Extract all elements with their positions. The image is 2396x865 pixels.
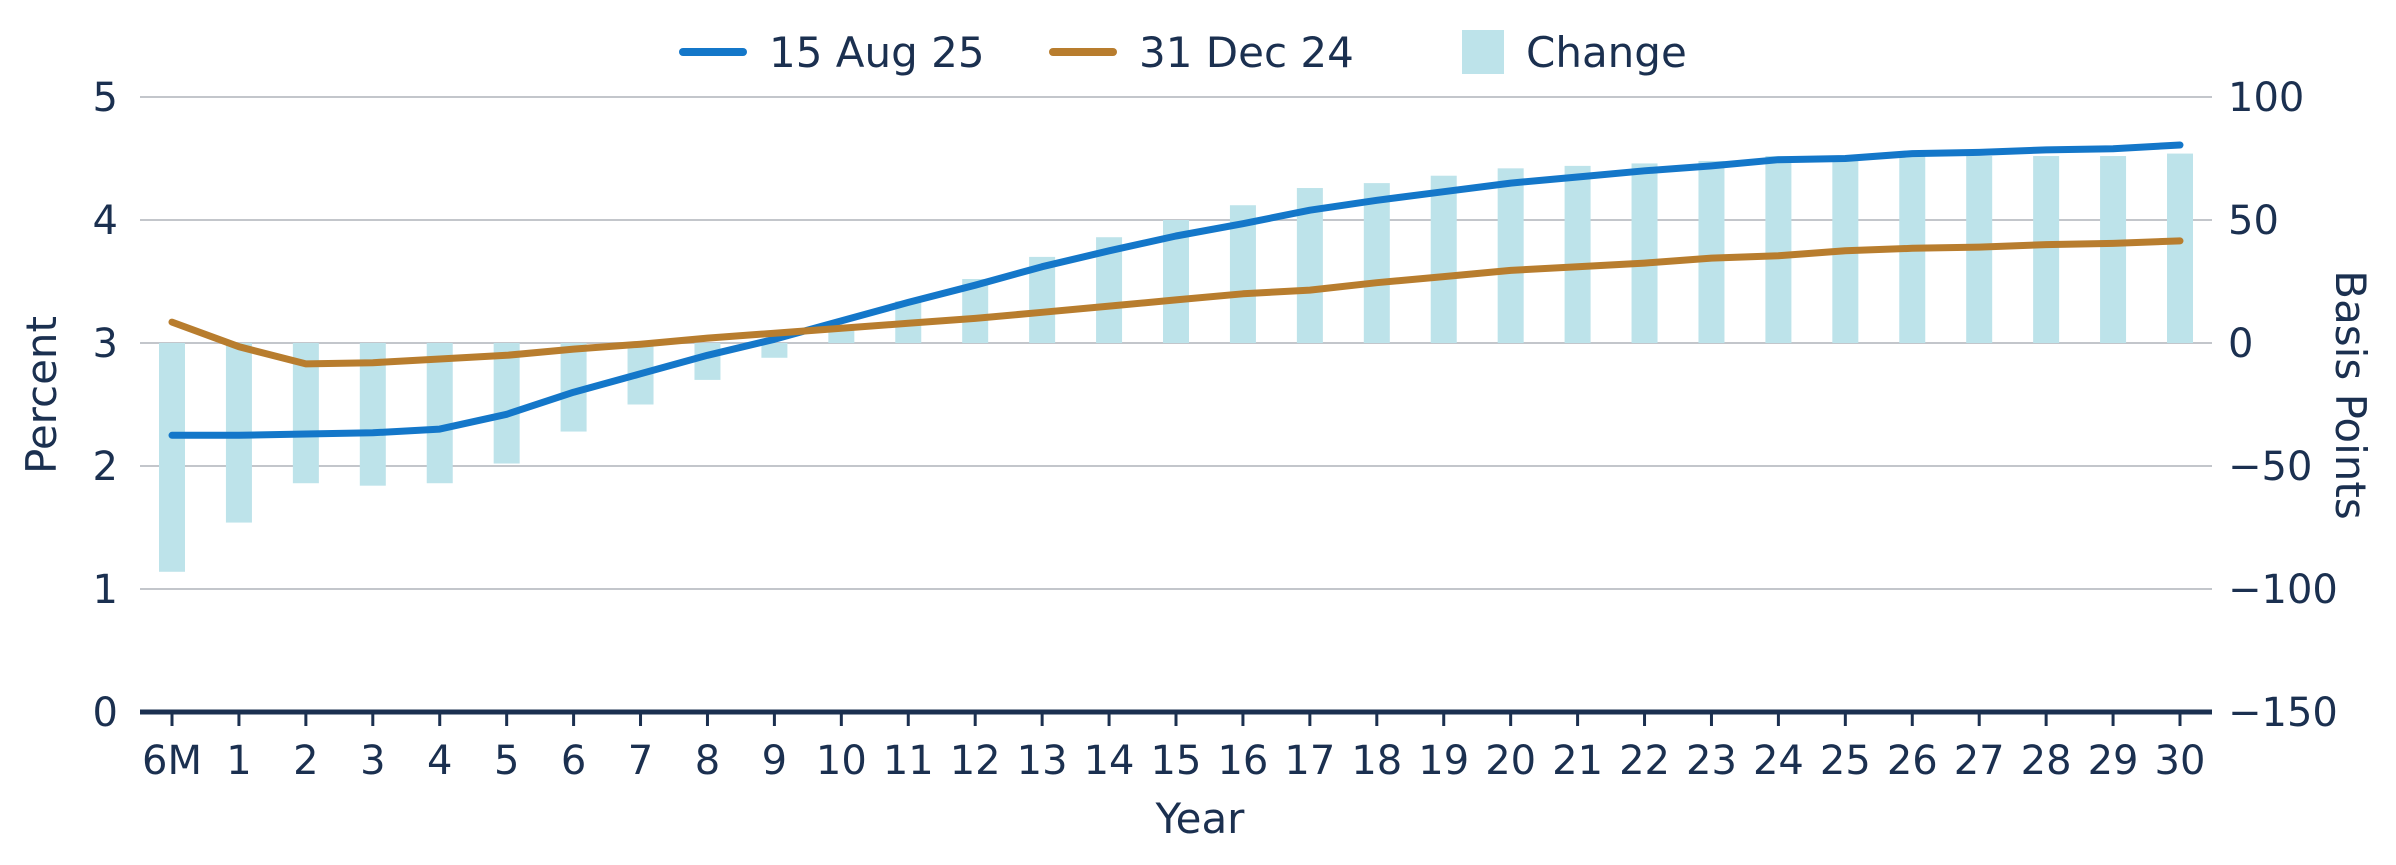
x-tick-label: 22 <box>1619 738 1670 784</box>
x-tick-label: 27 <box>1954 738 2005 784</box>
series-line <box>168 141 2184 439</box>
change-bar <box>493 343 520 464</box>
x-tick-label: 17 <box>1284 738 1335 784</box>
x-tick-label: 18 <box>1351 738 1402 784</box>
right-tick-label: −150 <box>2228 690 2338 736</box>
x-tick-label: 8 <box>695 738 720 784</box>
change-bar <box>2033 156 2060 343</box>
x-tick-label: 24 <box>1753 738 1804 784</box>
legend-label: Change <box>1526 28 1687 77</box>
x-tick-label: 16 <box>1217 738 1268 784</box>
x-tick-label: 30 <box>2155 738 2206 784</box>
change-bars <box>159 153 2193 572</box>
series-lines <box>168 141 2184 439</box>
right-axis-title: Basis Points <box>2326 270 2375 520</box>
x-tick-label: 12 <box>950 738 1001 784</box>
change-bar <box>1564 165 1591 343</box>
change-bar <box>1631 163 1658 343</box>
change-bar <box>426 343 453 484</box>
change-bar <box>359 343 386 486</box>
x-tick-label: 14 <box>1084 738 1135 784</box>
change-bar <box>1430 175 1457 343</box>
left-tick-label: 0 <box>93 690 118 736</box>
left-tick-label: 2 <box>93 444 118 490</box>
x-tick-label: 26 <box>1887 738 1938 784</box>
change-bar <box>694 343 721 380</box>
x-tick-label: 13 <box>1017 738 1068 784</box>
x-tick-label: 21 <box>1552 738 1603 784</box>
x-tick-label: 5 <box>494 738 519 784</box>
x-tick-label: 23 <box>1686 738 1737 784</box>
right-tick-label: −100 <box>2228 567 2338 613</box>
change-bar <box>1497 168 1524 343</box>
change-bar <box>1765 156 1792 343</box>
left-tick-label: 5 <box>93 75 118 121</box>
legend-label: 15 Aug 25 <box>769 28 985 77</box>
x-tick-label: 7 <box>628 738 653 784</box>
left-tick-label: 4 <box>93 198 118 244</box>
left-axis-title: Percent <box>17 316 66 474</box>
x-tick-label: 3 <box>360 738 385 784</box>
x-tick-label: 6 <box>561 738 586 784</box>
x-tick-label: 20 <box>1485 738 1536 784</box>
x-tick-label: 10 <box>816 738 867 784</box>
right-tick-label: 0 <box>2228 321 2253 367</box>
left-tick-label: 3 <box>93 321 118 367</box>
change-bar <box>1363 183 1390 343</box>
x-tick-label: 19 <box>1418 738 1469 784</box>
axis-titles: Year Percent Basis Points <box>17 270 2375 843</box>
change-bar <box>2100 156 2127 343</box>
x-tick-label: 6M <box>142 738 202 784</box>
left-tick-label: 1 <box>93 567 118 613</box>
right-tick-label: 50 <box>2228 198 2279 244</box>
x-tick-label: 25 <box>1820 738 1871 784</box>
x-tick-label: 9 <box>762 738 787 784</box>
change-bar <box>761 343 788 358</box>
legend: 15 Aug 25 31 Dec 24 Change <box>679 28 1687 77</box>
legend-bar-swatch <box>1462 30 1504 74</box>
x-tick-label: 2 <box>293 738 318 784</box>
x-tick-label: 15 <box>1151 738 1202 784</box>
change-bar <box>2167 153 2193 343</box>
change-bar <box>1698 160 1725 343</box>
x-tick-label: 11 <box>883 738 934 784</box>
x-axis-title: Year <box>1155 794 1246 843</box>
x-tick-label: 29 <box>2088 738 2139 784</box>
x-tick-label: 28 <box>2021 738 2072 784</box>
legend-label: 31 Dec 24 <box>1139 28 1354 77</box>
change-bar <box>159 343 185 572</box>
series-line <box>168 237 2184 368</box>
right-tick-label: −50 <box>2228 444 2312 490</box>
x-tick-label: 4 <box>427 738 452 784</box>
x-tick-label: 1 <box>226 738 251 784</box>
right-tick-label: 100 <box>2228 75 2304 121</box>
